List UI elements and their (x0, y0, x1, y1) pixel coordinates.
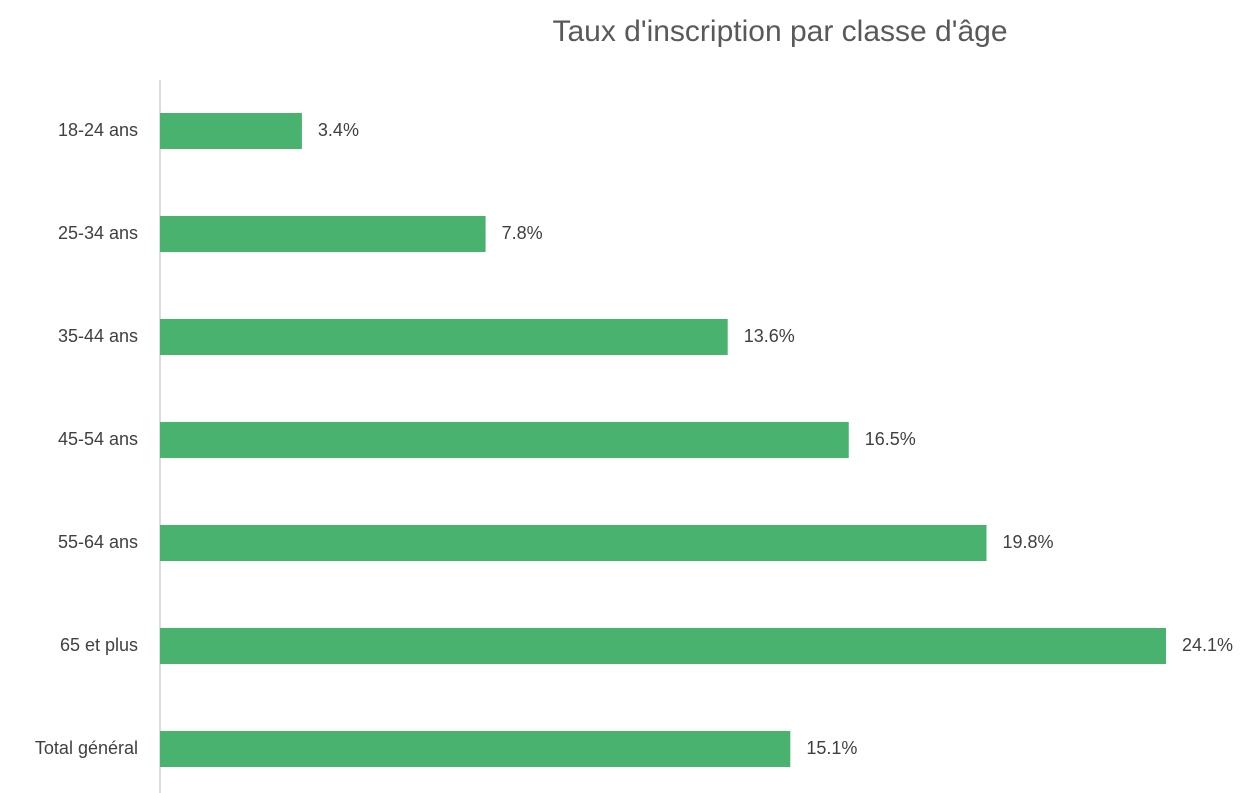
data-label: 16.5% (865, 429, 916, 449)
y-tick-label: 18-24 ans (58, 120, 138, 140)
chart-title: Taux d'inscription par classe d'âge (552, 15, 1007, 48)
bar (160, 525, 987, 561)
data-label: 24.1% (1182, 635, 1233, 655)
data-label: 13.6% (744, 326, 795, 346)
y-tick-label: 25-34 ans (58, 223, 138, 243)
bar (160, 731, 791, 767)
y-tick-label: Total général (35, 738, 138, 758)
y-tick-label: 65 et plus (60, 635, 138, 655)
data-label: 3.4% (318, 120, 359, 140)
bar (160, 216, 486, 252)
bar (160, 628, 1166, 664)
data-label: 19.8% (1003, 532, 1054, 552)
y-tick-label: 45-54 ans (58, 429, 138, 449)
bar (160, 422, 849, 458)
y-tick-label: 35-44 ans (58, 326, 138, 346)
data-label: 15.1% (806, 738, 857, 758)
y-tick-label: 55-64 ans (58, 532, 138, 552)
bar (160, 113, 302, 149)
data-label: 7.8% (502, 223, 543, 243)
bar (160, 319, 728, 355)
